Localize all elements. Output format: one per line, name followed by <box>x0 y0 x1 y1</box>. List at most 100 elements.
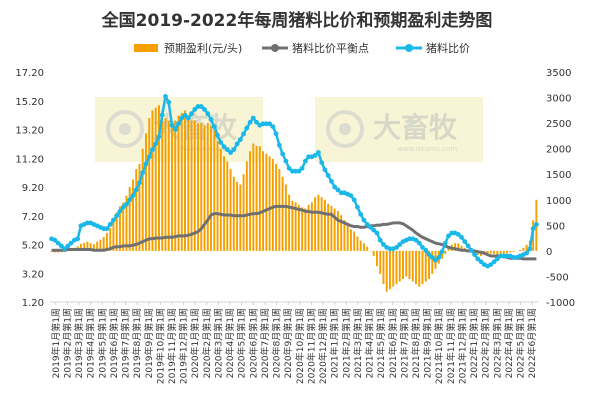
profit-bar <box>184 110 186 251</box>
price-ratio-line-point <box>146 154 152 160</box>
profit-bar <box>288 194 291 251</box>
profit-bar <box>362 243 365 251</box>
watermark-logo-icon <box>106 110 144 148</box>
price-ratio-line-point <box>211 124 217 129</box>
x-tick-label: 2022年6月第1周 <box>526 308 538 378</box>
profit-bar <box>330 205 333 251</box>
profit-bar <box>128 187 131 251</box>
profit-bar <box>239 184 242 251</box>
price-ratio-line-point <box>185 115 191 121</box>
profit-bar <box>226 161 229 251</box>
price-ratio-line-point <box>127 197 133 203</box>
profit-bar <box>454 243 457 251</box>
profit-bar <box>174 120 177 251</box>
profit-bar <box>138 164 141 251</box>
profit-bar <box>102 237 105 251</box>
watermark-logo-dot-icon <box>119 123 131 135</box>
profit-bar <box>190 120 193 251</box>
profit-bar <box>493 250 496 254</box>
price-ratio-line <box>49 94 539 269</box>
x-tick-label: 2021年1月第1周 <box>329 308 341 378</box>
price-ratio-line-point <box>381 242 386 247</box>
watermark-url: www.dxumu.com <box>397 145 457 153</box>
profit-bar <box>457 243 460 251</box>
x-tick-label: 2020年3月第1周 <box>212 308 224 378</box>
profit-bar <box>167 120 170 251</box>
profit-bar <box>336 211 339 251</box>
price-ratio-line-point <box>273 131 279 137</box>
price-ratio-line-point <box>293 168 298 174</box>
x-tick-label: 2021年11月第1周 <box>445 308 457 384</box>
x-tick-label: 2022年1月第1周 <box>468 308 480 378</box>
profit-bar <box>444 250 447 254</box>
profit-bar <box>158 105 160 251</box>
x-tick-label: 2019年3月第1周 <box>73 308 85 378</box>
price-ratio-line-point <box>277 142 282 148</box>
price-ratio-line-point <box>394 245 399 250</box>
x-tick-label: 2022年2月第1周 <box>480 308 492 378</box>
profit-bar <box>424 250 427 282</box>
profit-bar <box>369 250 372 252</box>
legend-item: 猪料比价平衡点 <box>262 41 369 55</box>
profit-bar <box>115 212 118 251</box>
profit-bar <box>200 123 203 251</box>
price-ratio-line-point <box>143 161 149 167</box>
profit-bar <box>314 197 317 251</box>
price-ratio-line-point <box>534 222 539 227</box>
price-ratio-line-point <box>319 160 325 166</box>
price-ratio-line-point <box>348 193 354 199</box>
x-tick-label: 2019年9月第1周 <box>143 308 155 378</box>
left-tick-label: 9.20 <box>22 183 44 194</box>
profit-bar <box>359 240 362 251</box>
profit-bar <box>460 245 463 251</box>
watermark-logo-dot-icon <box>339 123 351 135</box>
profit-bar <box>388 250 391 290</box>
x-tick-label: 2019年7月第1周 <box>120 308 132 378</box>
price-ratio-line-point <box>371 227 377 233</box>
price-ratio-line-point <box>62 246 67 252</box>
price-ratio-line-point <box>462 239 468 245</box>
profit-bar <box>506 250 509 254</box>
x-tick-label: 2021年7月第1周 <box>398 308 410 378</box>
price-ratio-line-point <box>228 150 234 155</box>
price-ratio-line-point <box>221 144 227 150</box>
profit-bar <box>262 151 265 251</box>
profit-bar <box>105 233 108 251</box>
price-ratio-line-point <box>455 232 461 237</box>
price-ratio-line-point <box>172 127 178 132</box>
price-ratio-line-point <box>179 115 185 121</box>
price-ratio-line-point <box>270 124 276 129</box>
profit-bar <box>197 123 200 251</box>
price-ratio-line-point <box>361 217 367 223</box>
price-ratio-line-point <box>332 184 338 190</box>
price-ratio-line-point <box>159 112 165 118</box>
profit-bar <box>519 249 522 251</box>
profit-bar <box>258 146 261 251</box>
price-ratio-line-point <box>433 257 438 263</box>
price-ratio-line-point <box>478 259 484 265</box>
x-tick-label: 2020年2月第1周 <box>201 308 213 378</box>
profit-bar <box>96 241 99 251</box>
price-ratio-line-point <box>263 121 269 127</box>
profit-bar <box>79 243 82 251</box>
breakeven-line <box>51 204 537 261</box>
profit-bar <box>242 174 245 251</box>
profit-bar <box>375 250 378 267</box>
price-ratio-line-point <box>475 256 481 262</box>
price-ratio-line-point <box>267 121 272 127</box>
price-ratio-line-point <box>120 204 126 210</box>
legend-label: 预期盈利(元/头) <box>164 42 242 55</box>
price-ratio-line-point <box>439 249 445 255</box>
legend-label: 猪料比价 <box>426 41 470 55</box>
profit-bar <box>356 236 359 251</box>
price-ratio-line-point <box>124 201 129 207</box>
profit-bar <box>297 204 300 251</box>
price-ratio-line-point <box>163 94 168 99</box>
profit-bar <box>177 115 180 251</box>
profit-bar <box>148 118 151 251</box>
x-tick-label: 2019年6月第1周 <box>108 308 120 378</box>
profit-bar <box>489 250 492 254</box>
profit-bar <box>294 202 297 251</box>
x-tick-label: 2021年12月第1周 <box>456 308 468 384</box>
